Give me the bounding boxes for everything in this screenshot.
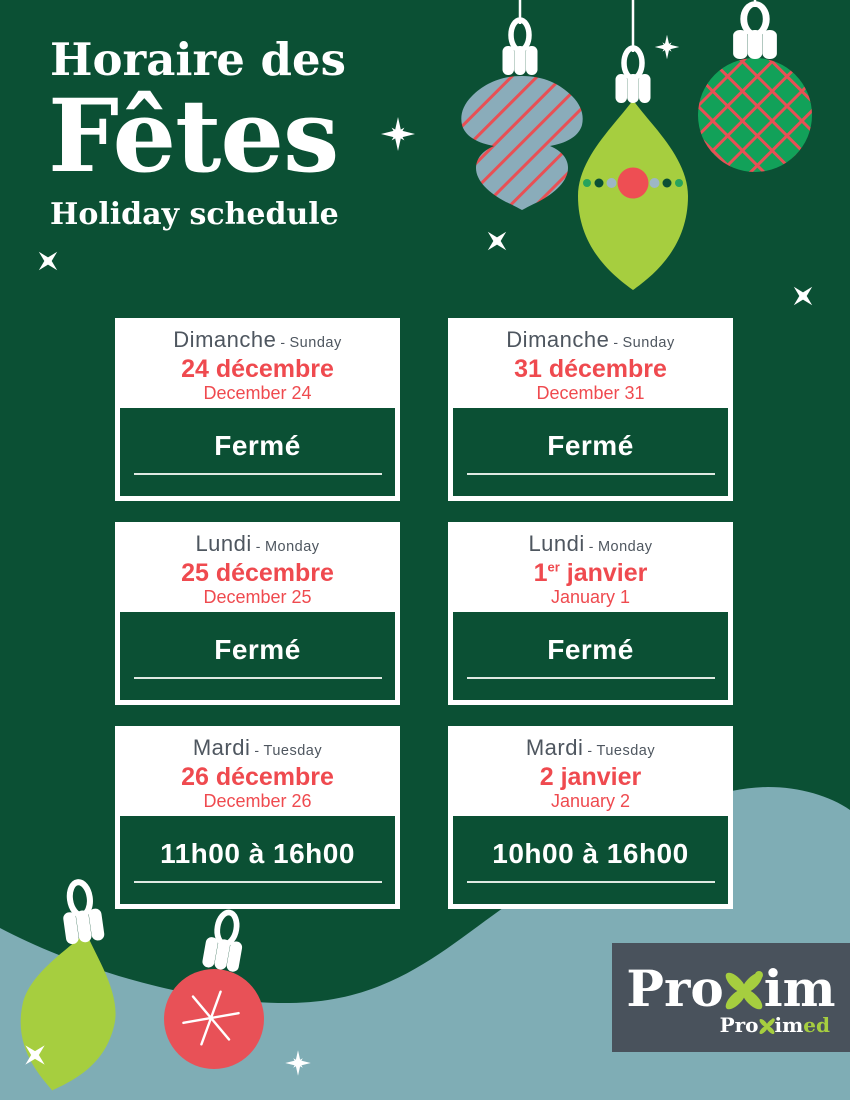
ornament-cap xyxy=(616,48,651,103)
day-label-fr: Dimanche xyxy=(506,327,610,352)
dotted-teardrop-ornament xyxy=(578,100,688,290)
hours-underline xyxy=(466,880,715,883)
hours-text: Fermé xyxy=(214,633,301,665)
proximed-wordmark: Pro im ed xyxy=(719,1013,830,1037)
schedule-card: Dimanche - Sunday 31 décembre December 31 … xyxy=(448,318,733,501)
card-hours-panel: 10h00 à 16h00 xyxy=(453,816,728,904)
striped-finial-ornament xyxy=(461,76,583,210)
date-english: December 31 xyxy=(536,383,645,403)
date-french: 1er janvier xyxy=(533,559,648,587)
day-label: Lundi - Monday xyxy=(528,531,652,560)
day-separator: - xyxy=(255,538,261,554)
ornament-cap xyxy=(503,20,538,75)
date-english: January 1 xyxy=(550,587,631,607)
day-separator: - xyxy=(280,334,286,350)
title-english-subtitle: Holiday schedule xyxy=(50,197,339,232)
card-date-header: Mardi - Tuesday 2 janvier January 2 xyxy=(453,731,728,816)
day-label-en: Monday xyxy=(264,539,320,555)
day-separator: - xyxy=(613,334,619,350)
top-ornaments-decoration xyxy=(29,0,822,312)
card-hours-panel: Fermé xyxy=(453,408,728,496)
date-french: 26 décembre xyxy=(181,763,334,791)
card-date-header: Dimanche - Sunday 24 décembre December 24 xyxy=(120,323,395,408)
eight-point-star-sparkle xyxy=(654,34,680,60)
hours-underline xyxy=(466,472,715,475)
four-point-x-sparkle xyxy=(29,242,67,280)
hours-text: 11h00 à 16h00 xyxy=(160,837,355,869)
day-separator: - xyxy=(254,742,260,758)
schedule-card: Mardi - Tuesday 2 janvier January 2 10h00 … xyxy=(448,726,733,909)
day-label: Lundi - Monday xyxy=(195,531,319,560)
day-label-en: Monday xyxy=(597,539,653,555)
schedule-card: Dimanche - Sunday 24 décembre December 24 … xyxy=(115,318,400,501)
day-label: Dimanche - Sunday xyxy=(506,327,674,356)
date-french: 25 décembre xyxy=(181,559,334,587)
day-label: Mardi - Tuesday xyxy=(526,735,655,764)
card-date-header: Dimanche - Sunday 31 décembre December 31 xyxy=(453,323,728,408)
day-label-en: Tuesday xyxy=(263,743,323,759)
red-snowflake-ball-ornament xyxy=(164,909,264,1069)
card-date-header: Mardi - Tuesday 26 décembre December 26 xyxy=(120,731,395,816)
proxim-x-petals-icon xyxy=(725,971,763,1010)
card-hours-panel: 11h00 à 16h00 xyxy=(120,816,395,904)
date-english: January 2 xyxy=(550,791,631,811)
day-label-en: Tuesday xyxy=(596,743,656,759)
day-label-fr: Dimanche xyxy=(173,327,277,352)
hours-underline xyxy=(133,472,382,475)
hours-text: Fermé xyxy=(214,429,301,461)
lime-teardrop-ornament xyxy=(20,880,116,1091)
card-date-header: Lundi - Monday 25 décembre December 25 xyxy=(120,527,395,612)
card-hours-panel: Fermé xyxy=(453,612,728,700)
four-point-x-sparkle xyxy=(478,222,516,260)
hours-underline xyxy=(133,676,382,679)
day-label-fr: Lundi xyxy=(528,531,585,556)
day-separator: - xyxy=(588,538,594,554)
card-hours-panel: Fermé xyxy=(120,612,395,700)
hours-underline xyxy=(133,880,382,883)
title-french-line1: Horaire des xyxy=(50,33,346,86)
hours-text: Fermé xyxy=(547,633,634,665)
title-french-line2: Fêtes xyxy=(48,77,339,195)
date-french: 2 janvier xyxy=(539,763,642,791)
day-label-fr: Mardi xyxy=(525,735,584,760)
hours-text: 10h00 à 16h00 xyxy=(492,837,689,869)
date-english: December 25 xyxy=(203,587,312,607)
day-separator: - xyxy=(587,742,593,758)
schedule-card: Lundi - Monday 1er janvier January 1 Fermé xyxy=(448,522,733,705)
proximed-x-petals-icon xyxy=(759,1017,775,1034)
day-label-en: Sunday xyxy=(289,335,342,351)
date-french: 24 décembre xyxy=(181,355,334,383)
crosshatch-ball-ornament xyxy=(698,58,812,172)
eight-point-star-sparkle xyxy=(381,117,415,151)
schedule-card: Lundi - Monday 25 décembre December 25 Fer… xyxy=(115,522,400,705)
day-label: Dimanche - Sunday xyxy=(173,327,341,356)
ornament-cap xyxy=(733,4,777,59)
proxim-logo: Pro im Pro xyxy=(612,943,850,1052)
card-hours-panel: Fermé xyxy=(120,408,395,496)
date-english: December 26 xyxy=(203,791,312,811)
proximed-ed-suffix: ed xyxy=(803,1013,830,1037)
schedule-card: Mardi - Tuesday 26 décembre December 26 11… xyxy=(115,726,400,909)
schedule-grid: Dimanche - Sunday 24 décembre December 24 … xyxy=(115,318,733,909)
card-date-header: Lundi - Monday 1er janvier January 1 xyxy=(453,527,728,612)
proxim-wordmark: Pro im xyxy=(626,959,836,1018)
hours-underline xyxy=(466,676,715,679)
day-label: Mardi - Tuesday xyxy=(193,735,322,764)
day-label-fr: Lundi xyxy=(195,531,252,556)
hours-text: Fermé xyxy=(547,429,634,461)
four-point-x-sparkle xyxy=(784,277,822,312)
date-french: 31 décembre xyxy=(514,355,667,383)
date-english: December 24 xyxy=(203,383,312,403)
day-label-fr: Mardi xyxy=(192,735,251,760)
day-label-en: Sunday xyxy=(622,335,675,351)
